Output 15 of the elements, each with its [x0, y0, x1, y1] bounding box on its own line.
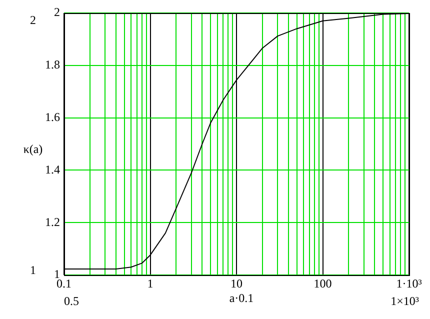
x-tick-label: 1·10³ — [396, 276, 422, 290]
x-tick-label: 100 — [314, 276, 332, 290]
text: 2 — [30, 13, 36, 28]
y-tick-label: 1.2 — [45, 214, 60, 229]
x-tick-label: 1 — [147, 276, 154, 290]
y-axis-title: κ(a) — [23, 142, 43, 156]
text: 0.5 — [64, 294, 79, 308]
x-tick-label: 10 — [230, 276, 242, 290]
y-tick-label: 1.4 — [45, 162, 60, 176]
text: 1 — [30, 263, 36, 278]
text: 1×10³ — [390, 294, 420, 308]
y-tick-label: 2 — [54, 5, 60, 20]
y-tick-label: 1.8 — [45, 58, 60, 72]
y-tick-label: 1.6 — [45, 110, 60, 124]
x-axis-title: a·0.1 — [229, 291, 254, 306]
